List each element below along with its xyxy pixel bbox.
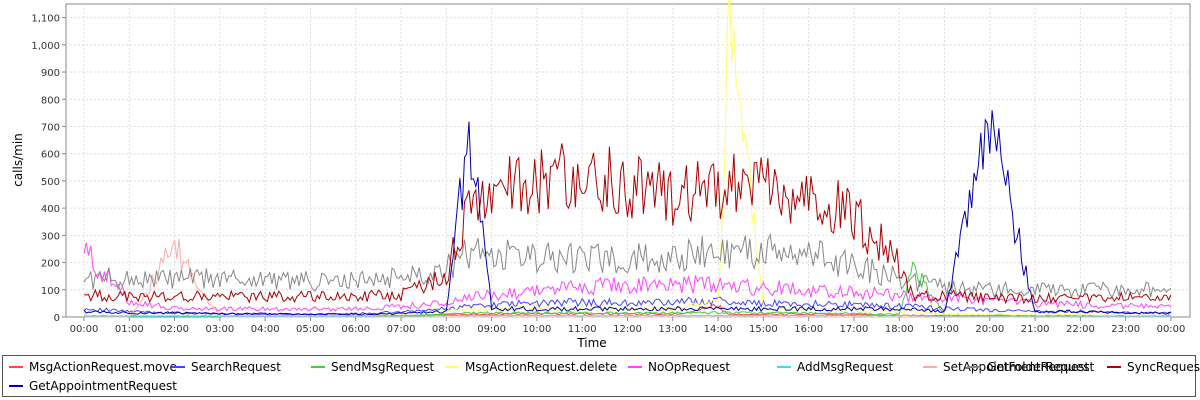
legend-item: GetAppointmentRequest [9,377,177,395]
x-tick-label: 08:00 [432,324,461,335]
legend-label: SyncRequest [1127,360,1200,374]
y-axis-label: calls/min [11,133,25,187]
legend-label: SendMsgRequest [331,360,435,374]
series-line [83,110,1172,316]
legend-swatch [311,366,325,368]
legend-swatch [923,366,937,368]
series-line [83,242,1172,312]
axis-layer: 0 100 200 300 400 500 600 700 800 900 1,000 1,100 00… [31,14,1185,335]
y-tick-label: 200 [41,259,60,270]
y-tick-label: 500 [41,177,60,188]
x-tick-label: 19:00 [930,324,959,335]
legend-swatch [967,366,981,368]
series-line [84,314,1171,317]
legend-item: NoOpRequest [628,358,730,376]
legend-item: GetFolderRequest [967,358,1094,376]
y-tick-label: 600 [41,150,60,161]
y-tick-label: 100 [41,286,60,297]
y-tick-label: 300 [41,231,60,242]
x-tick-label: 10:00 [523,324,552,335]
legend-swatch [628,366,642,368]
legend-item: SearchRequest [171,358,281,376]
x-tick-label: 09:00 [477,324,506,335]
x-tick-label: 14:00 [704,324,733,335]
legend-label: GetAppointmentRequest [29,379,177,393]
x-tick-label: 21:00 [1021,324,1050,335]
legend-item: SetAppointmentRequest [923,358,1089,376]
x-tick-label: 18:00 [885,324,914,335]
legend-swatch [1107,366,1121,368]
x-tick-label: 13:00 [658,324,687,335]
x-tick-label: 05:00 [296,324,325,335]
legend-label: AddMsgRequest [797,360,894,374]
chart-svg: 0 100 200 300 400 500 600 700 800 900 1,000 1,100 00… [11,0,1191,350]
x-tick-label: 11:00 [568,324,597,335]
legend-label: SearchRequest [191,360,281,374]
legend-swatch [445,366,459,368]
x-tick-label: 16:00 [794,324,823,335]
x-tick-label: 23:00 [1111,324,1140,335]
x-tick-label: 02:00 [160,324,189,335]
legend-label: SetAppointmentRequest [943,360,1090,374]
legend-label: MsgActionRequest.move [29,360,177,374]
x-tick-label: 03:00 [205,324,234,335]
legend-item: MsgActionRequest.move [9,358,177,376]
series-line [83,232,1172,299]
x-tick-label: 12:00 [613,324,642,335]
legend-item: SyncRequest [1107,358,1200,376]
legend-item: SendMsgRequest [311,358,434,376]
legend-swatch [171,366,185,368]
series-line [83,296,1172,316]
x-tick-label: 01:00 [115,324,144,335]
y-tick-label: 700 [41,122,60,133]
y-tick-label: 0 [54,313,60,324]
legend-label: MsgActionRequest.delete [465,360,618,374]
x-tick-label: 17:00 [840,324,869,335]
y-tick-label: 800 [41,95,60,106]
x-tick-label: 22:00 [1066,324,1095,335]
y-tick-label: 1,000 [31,41,60,52]
series-layer [83,0,1172,318]
y-tick-label: 1,100 [31,14,60,25]
y-tick-label: 400 [41,204,60,215]
x-tick-label: 20:00 [975,324,1004,335]
x-tick-label: 06:00 [341,324,370,335]
x-tick-label: 00:00 [70,324,99,335]
legend-item: AddMsgRequest [777,358,893,376]
y-tick-label: 900 [41,68,60,79]
x-axis-label: Time [576,336,606,350]
x-tick-label: 04:00 [251,324,280,335]
x-tick-label: 15:00 [749,324,778,335]
x-tick-label: 00:00 [1157,324,1186,335]
legend-swatch [777,366,791,368]
series-line [83,0,1172,317]
chart-legend: MsgActionRequest.move SearchRequest SendMs… [2,355,1200,397]
legend-label: NoOpRequest [648,360,731,374]
legend-swatch [9,366,23,368]
legend-label: GetFolderRequest [987,360,1095,374]
series-line [83,143,1172,305]
legend-swatch [9,385,23,387]
grid-layer [66,4,1190,317]
x-tick-label: 07:00 [387,324,416,335]
legend-item: MsgActionRequest.delete [445,358,617,376]
